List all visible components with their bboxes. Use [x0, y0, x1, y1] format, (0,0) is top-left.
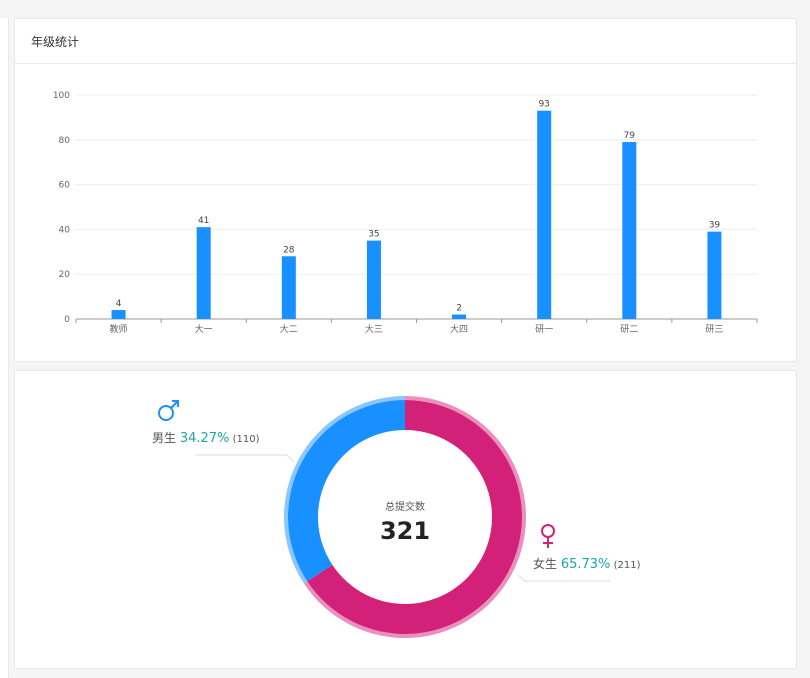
slice-halo	[284, 396, 405, 584]
slice-label: 女生 65.73% (211)	[533, 556, 641, 572]
slice-percent: 65.73%	[561, 557, 611, 572]
bar-value-label: 35	[368, 230, 379, 240]
x-tick-label: 研一	[535, 324, 553, 335]
bar	[196, 227, 211, 319]
male-icon	[158, 400, 179, 421]
grade-stats-card: 年级统计	[14, 18, 797, 362]
slice-name: 男生	[152, 431, 180, 445]
slice-male	[288, 400, 405, 582]
bar	[622, 142, 637, 319]
bar	[281, 256, 296, 319]
y-tick-label: 20	[59, 270, 71, 280]
card-title: 年级统计	[15, 19, 796, 64]
side-panel	[0, 18, 9, 678]
y-tick-label: 0	[64, 315, 70, 325]
bar-value-label: 28	[283, 245, 295, 255]
x-tick-label: 大二	[280, 323, 298, 335]
bar-value-label: 2	[456, 304, 462, 314]
bar-value-label: 4	[116, 299, 122, 309]
slice-name: 女生	[533, 556, 561, 571]
x-tick-label: 大四	[450, 323, 468, 335]
bar	[537, 110, 552, 320]
bar-value-label: 39	[709, 221, 721, 231]
bar	[707, 231, 722, 319]
bar-value-label: 41	[198, 216, 209, 226]
male-arrow	[170, 400, 179, 409]
donut-total: 321	[380, 517, 430, 545]
slice-percent: 34.27%	[180, 431, 230, 446]
slice-count: (211)	[610, 560, 640, 571]
x-tick-label: 教师	[110, 323, 128, 335]
donut-center-label: 总提交数	[385, 500, 425, 513]
female-cross	[543, 537, 553, 548]
bar	[111, 310, 126, 319]
y-tick-label: 40	[59, 225, 71, 235]
x-tick-label: 大三	[365, 323, 383, 335]
female-icon	[541, 524, 555, 548]
male-circle	[158, 405, 174, 421]
female-circle	[541, 524, 555, 538]
y-tick-label: 80	[59, 136, 71, 146]
bar	[452, 314, 467, 319]
x-tick-label: 研三	[705, 324, 723, 335]
bar-value-label: 79	[624, 131, 636, 141]
x-tick-label: 研二	[620, 324, 638, 335]
x-tick-label: 大一	[195, 323, 213, 335]
y-tick-label: 60	[59, 181, 71, 191]
slice-count: (110)	[229, 434, 259, 445]
label-line	[517, 574, 610, 582]
label-line	[195, 454, 295, 463]
bar-value-label: 93	[538, 100, 549, 110]
slice-label: 男生 34.27% (110)	[152, 431, 260, 446]
bar	[366, 240, 381, 319]
y-tick-label: 100	[53, 91, 70, 101]
